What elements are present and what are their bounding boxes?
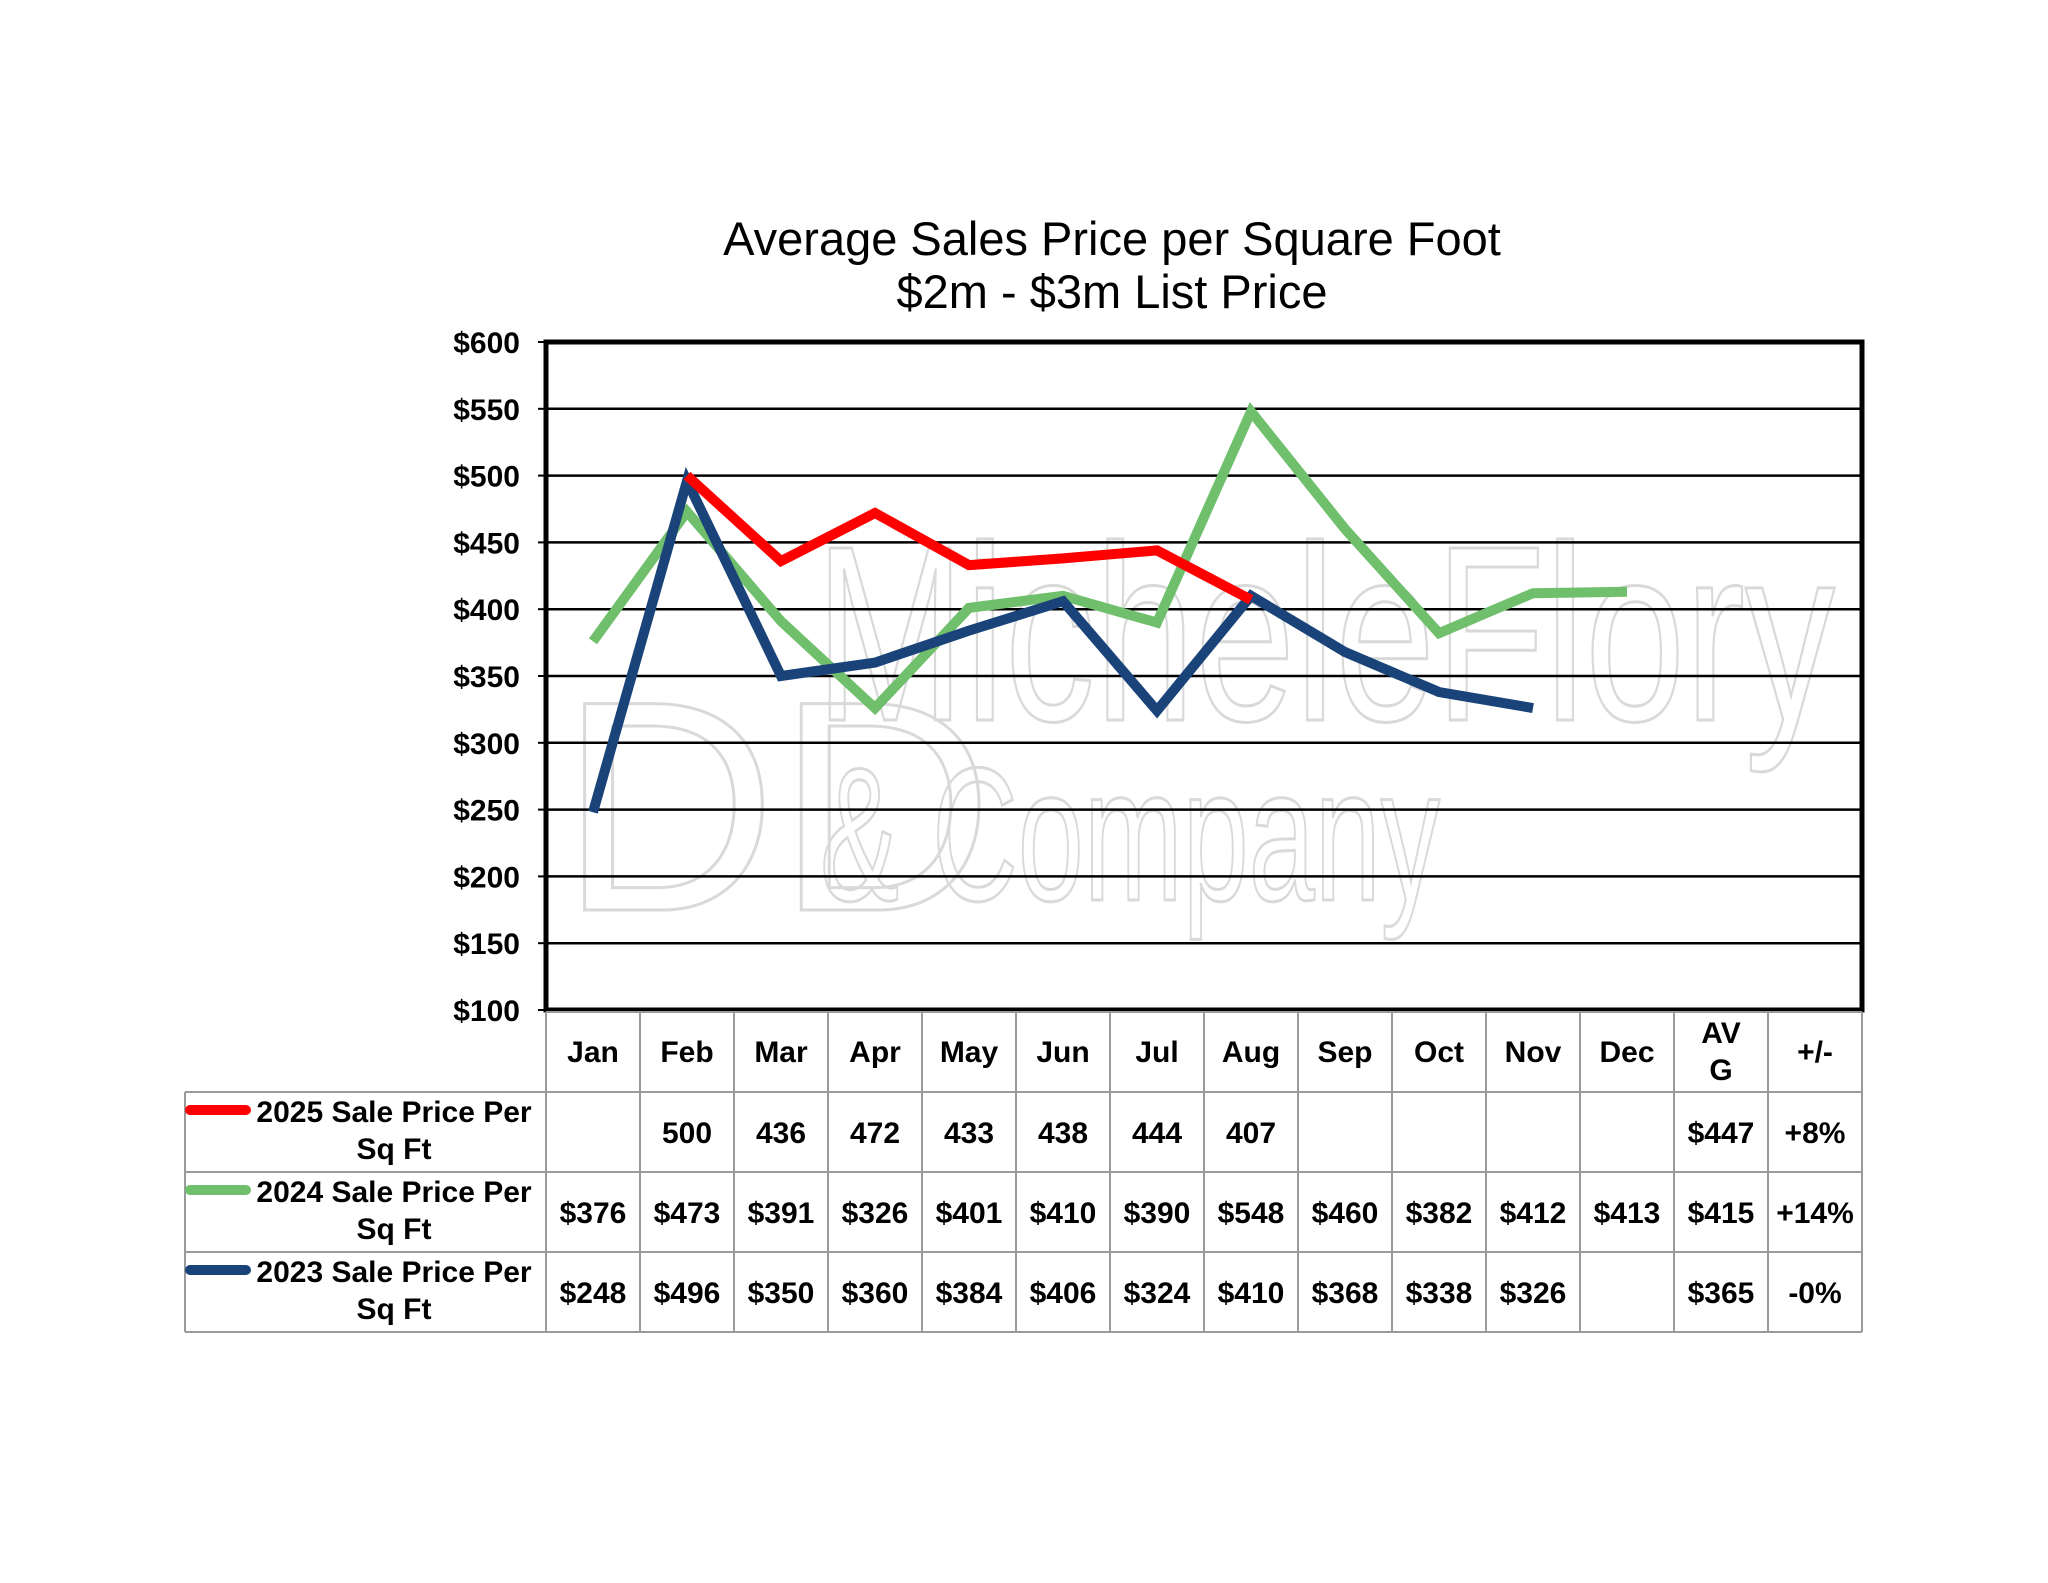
table-cell: $473 xyxy=(654,1197,721,1230)
table-cell: 438 xyxy=(1038,1117,1088,1150)
y-tick-label: $600 xyxy=(453,327,520,360)
table-cell: $384 xyxy=(936,1277,1003,1310)
x-tick-label: Jul xyxy=(1135,1036,1178,1069)
y-tick-label: $300 xyxy=(453,728,520,761)
table-cell: 407 xyxy=(1226,1117,1276,1150)
table-cell: $447 xyxy=(1688,1117,1755,1150)
table-cell: 433 xyxy=(944,1117,994,1150)
legend-label: Sq Ft xyxy=(357,1213,432,1246)
table-cell: $338 xyxy=(1406,1277,1473,1310)
table-cell: $324 xyxy=(1124,1277,1191,1310)
series-line-1 xyxy=(588,401,1628,716)
table-cell: 436 xyxy=(756,1117,806,1150)
table-cell: $496 xyxy=(654,1277,721,1310)
summary-header: +/- xyxy=(1797,1036,1833,1069)
plot-frame xyxy=(543,339,1865,1013)
table-cell: -0% xyxy=(1788,1277,1841,1310)
watermark-text-1: MicheleFlory xyxy=(815,494,1835,773)
x-tick-label: Aug xyxy=(1222,1036,1280,1069)
table-cell: $350 xyxy=(748,1277,815,1310)
chart-subtitle: $2m - $3m List Price xyxy=(897,265,1328,318)
legend-label: 2024 Sale Price Per xyxy=(256,1176,532,1209)
x-tick-label: Dec xyxy=(1599,1036,1654,1069)
y-tick-label: $350 xyxy=(453,661,520,694)
y-tick-label: $150 xyxy=(453,928,520,961)
table-cell: $415 xyxy=(1688,1197,1755,1230)
table-cell: $248 xyxy=(560,1277,627,1310)
y-tick-label: $400 xyxy=(453,594,520,627)
table-cell: $406 xyxy=(1030,1277,1097,1310)
series-lines xyxy=(588,401,1628,814)
y-axis-ticks: $600 $550 $500 $450 $400 $350 $300 $250 $200 $150… xyxy=(453,327,546,1028)
x-tick-label: Nov xyxy=(1505,1036,1562,1069)
y-tick-label: $450 xyxy=(453,527,520,560)
table-cell: $460 xyxy=(1312,1197,1379,1230)
y-tick-label: $500 xyxy=(453,461,520,494)
table-cell: $382 xyxy=(1406,1197,1473,1230)
y-tick-label: $100 xyxy=(453,995,520,1028)
legend-label: Sq Ft xyxy=(357,1293,432,1326)
x-tick-label: Mar xyxy=(754,1036,808,1069)
x-tick-label: Oct xyxy=(1414,1036,1464,1069)
table-cell: $413 xyxy=(1594,1197,1661,1230)
x-tick-label: May xyxy=(940,1036,999,1069)
chart-title: Average Sales Price per Square Foot xyxy=(723,212,1501,265)
table-cell: $410 xyxy=(1030,1197,1097,1230)
grid xyxy=(546,340,1862,1012)
series-line-0 xyxy=(683,471,1254,605)
table-cell: 500 xyxy=(662,1117,712,1150)
y-tick-label: $550 xyxy=(453,394,520,427)
table-cell: $326 xyxy=(842,1197,909,1230)
legend-label: Sq Ft xyxy=(357,1133,432,1166)
table-cell: +8% xyxy=(1785,1117,1846,1150)
table-cell: $548 xyxy=(1218,1197,1285,1230)
table-cell: $410 xyxy=(1218,1277,1285,1310)
watermark-text-2: & Company xyxy=(820,729,1440,941)
y-tick-label: $250 xyxy=(453,795,520,828)
x-tick-label: Jan xyxy=(567,1036,619,1069)
summary-header: AV xyxy=(1701,1017,1740,1050)
legend-label: 2023 Sale Price Per xyxy=(256,1256,532,1289)
y-tick-label: $200 xyxy=(453,861,520,894)
table-cell: 444 xyxy=(1132,1117,1182,1150)
table-cell: +14% xyxy=(1776,1197,1854,1230)
data-table: Jan Feb Mar Apr May Jun Jul Aug Sep Oct Nov Dec AV G +… xyxy=(184,1011,1863,1333)
table-cell: $360 xyxy=(842,1277,909,1310)
x-tick-label: Sep xyxy=(1317,1036,1372,1069)
x-tick-label: Apr xyxy=(849,1036,901,1069)
summary-header: G xyxy=(1709,1054,1732,1087)
table-cell: $365 xyxy=(1688,1277,1755,1310)
table-cell: $390 xyxy=(1124,1197,1191,1230)
table-cell: $391 xyxy=(748,1197,815,1230)
x-tick-label: Feb xyxy=(660,1036,713,1069)
x-tick-label: Jun xyxy=(1036,1036,1089,1069)
table-cell: 472 xyxy=(850,1117,900,1150)
table-cell: $401 xyxy=(936,1197,1003,1230)
table-cell: $376 xyxy=(560,1197,627,1230)
legend-label: 2025 Sale Price Per xyxy=(256,1096,532,1129)
table-cell: $412 xyxy=(1500,1197,1567,1230)
table-cell: $326 xyxy=(1500,1277,1567,1310)
series-line-2 xyxy=(588,466,1534,814)
watermark: MicheleFlory & Company DD xyxy=(559,493,1837,976)
table-cell: $368 xyxy=(1312,1277,1379,1310)
